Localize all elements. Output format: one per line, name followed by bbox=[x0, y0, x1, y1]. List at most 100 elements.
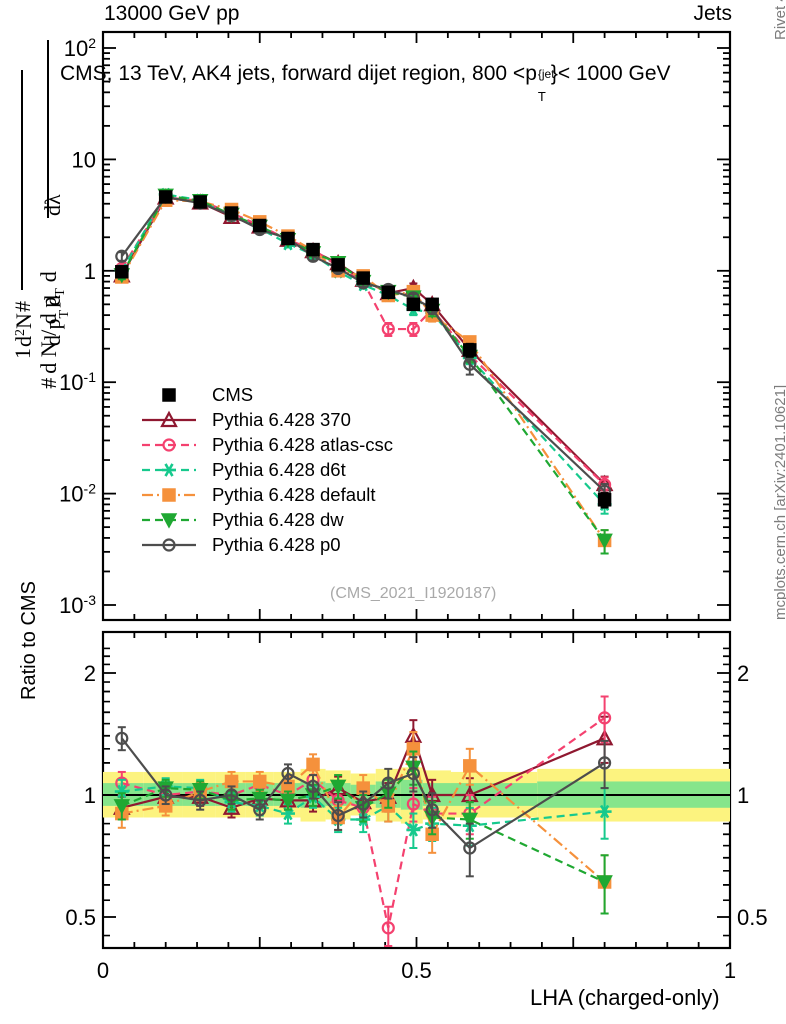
Pythia 6.428 p0-ratio-marker bbox=[381, 776, 395, 790]
Pythia 6.428 atlas-csc-marker bbox=[381, 322, 395, 336]
ylabel-den: 1# bbox=[10, 301, 35, 359]
main-ytick-label: 1 bbox=[84, 259, 96, 284]
Pythia 6.428 p0-ratio-marker bbox=[253, 803, 267, 817]
CMS-marker bbox=[406, 297, 421, 312]
ratio-series-group bbox=[112, 695, 614, 947]
Pythia 6.428 p0-ratio-marker bbox=[224, 788, 239, 802]
legend-marker-default bbox=[162, 487, 176, 502]
ylabel-lambda: dλ bbox=[40, 194, 65, 216]
legend-item-dw[interactable]: Pythia 6.428 dw bbox=[140, 507, 393, 532]
main-plot-title: CMS, 13 TeV, AK4 jets, forward dijet reg… bbox=[60, 62, 671, 104]
legend-item-p370[interactable]: Pythia 6.428 370 bbox=[140, 407, 393, 432]
legend-item-cms[interactable]: CMS bbox=[140, 382, 393, 407]
Pythia 6.428 dw-ratio-line bbox=[121, 765, 606, 883]
Pythia 6.428 p0-ratio-marker bbox=[306, 779, 320, 794]
Pythia 6.428 dw-ratio-marker bbox=[329, 779, 347, 795]
CMS-marker bbox=[253, 218, 267, 233]
Pythia 6.428 dw-ratio-marker bbox=[596, 875, 613, 891]
Pythia 6.428 d6t-ratio-marker bbox=[406, 823, 421, 837]
CMS-marker bbox=[425, 297, 439, 312]
legend-item-atlascsc[interactable]: Pythia 6.428 atlas-csc bbox=[140, 432, 393, 457]
ratio-ytick-label: 0.5 bbox=[65, 905, 96, 930]
main-ytick-label: 10 bbox=[72, 147, 96, 172]
legend: CMS Pythia 6.428 370 Pythia 6.428 atlas-cs… bbox=[140, 382, 393, 557]
ylabel-num2: d2N bbox=[11, 313, 36, 347]
CMS-marker bbox=[224, 206, 239, 220]
Pythia 6.428 p0-ratio-marker bbox=[193, 793, 207, 807]
Pythia 6.428 p0-ratio-marker bbox=[115, 731, 129, 745]
Pythia 6.428 p0-ratio-marker bbox=[463, 841, 477, 855]
legend-item-default[interactable]: Pythia 6.428 default bbox=[140, 482, 393, 507]
legend-marker-d6t bbox=[162, 462, 176, 477]
legend-label-p370: Pythia 6.428 370 bbox=[212, 408, 351, 430]
legend-marker-p0 bbox=[162, 537, 176, 552]
legend-marker-cms bbox=[162, 387, 176, 402]
legend-label-atlascsc: Pythia 6.428 atlas-csc bbox=[212, 433, 393, 455]
legend-key-p370 bbox=[142, 410, 196, 427]
CMS-marker bbox=[381, 285, 396, 300]
legend-key-d6t bbox=[142, 462, 196, 477]
xtick-label: 1 bbox=[724, 958, 736, 983]
Pythia 6.428 p0-ratio-marker bbox=[356, 797, 370, 811]
ylabel-dpt: d pTd. bbox=[40, 295, 72, 346]
ratio-ytick-label: 1 bbox=[84, 783, 96, 808]
xaxis-label: LHA (charged-only) bbox=[530, 985, 720, 1010]
CMS-marker bbox=[463, 343, 477, 357]
Pythia 6.428 p0-ratio-marker bbox=[159, 788, 173, 802]
dataset-watermark: (CMS_2021_I1920187) bbox=[330, 585, 497, 602]
main-series-group bbox=[112, 187, 614, 555]
Pythia 6.428 p0-ratio-marker bbox=[406, 766, 420, 781]
header-left: 13000 GeV pp bbox=[104, 2, 240, 25]
Pythia 6.428 default-ratio-marker bbox=[306, 757, 320, 772]
xtick-label: 0.5 bbox=[401, 958, 432, 983]
Pythia 6.428 dw-marker bbox=[596, 533, 613, 549]
CMS-marker bbox=[331, 258, 345, 272]
legend-label-p0: Pythia 6.428 p0 bbox=[212, 533, 341, 555]
title-text: CMS, 13 TeV, AK4 jets, forward dijet reg… bbox=[60, 62, 537, 85]
Pythia 6.428 dw-ratio-marker bbox=[251, 791, 269, 808]
Pythia 6.428 p0-marker bbox=[463, 357, 477, 371]
ratio-ytick-label-right: 1 bbox=[737, 783, 749, 808]
CMS-marker bbox=[158, 190, 173, 204]
ratio-ytick-label-right: 2 bbox=[737, 661, 749, 686]
main-ylabel-extra-svg: d pTd. dλ bbox=[40, 194, 72, 346]
main-ylabel-denom-extra: d pTd. dλ bbox=[14, 120, 72, 346]
main-ytick-label: 102 bbox=[64, 35, 96, 61]
Pythia 6.428 atlas-csc-ratio-marker bbox=[597, 711, 612, 725]
main-ylabel-svg: #d N / d pTd 1# d2N bbox=[10, 40, 66, 389]
Pythia 6.428 default-ratio-marker bbox=[463, 759, 477, 773]
legend-key-default bbox=[142, 487, 196, 502]
main-ylabel: #d N / d pTd 1# d2N bbox=[0, 0, 66, 640]
ratio-ytick-label: 2 bbox=[84, 661, 96, 686]
CMS-marker bbox=[193, 195, 207, 209]
legend-item-d6t[interactable]: Pythia 6.428 d6t bbox=[140, 457, 393, 482]
legend-key-atlascsc bbox=[142, 437, 196, 452]
CMS-marker bbox=[356, 271, 370, 285]
CMS-marker bbox=[597, 493, 612, 507]
CMS-marker bbox=[306, 242, 320, 257]
Pythia 6.428 atlas-csc-ratio-marker bbox=[381, 921, 395, 935]
legend-key-p0 bbox=[142, 537, 196, 552]
Pythia 6.428 p0-ratio-marker bbox=[425, 803, 439, 817]
xtick-label: 0 bbox=[97, 958, 109, 983]
legend-label-d6t: Pythia 6.428 d6t bbox=[212, 458, 346, 480]
legend-marker-atlascsc bbox=[162, 437, 176, 452]
Pythia 6.428 dw-ratio-marker bbox=[279, 793, 297, 809]
title-subscript: T bbox=[537, 89, 546, 104]
legend-label-dw: Pythia 6.428 dw bbox=[212, 508, 344, 530]
legend-marker-p370 bbox=[160, 410, 178, 427]
legend-key-cms bbox=[162, 387, 176, 402]
header-right: Jets bbox=[693, 2, 732, 25]
Pythia 6.428 dw-ratio-marker bbox=[113, 799, 131, 815]
title-superscript: {jet bbox=[537, 67, 555, 81]
legend-label-cms: CMS bbox=[212, 383, 254, 405]
main-ytick-label: 10-3 bbox=[59, 592, 96, 618]
Pythia 6.428 default-ratio-marker bbox=[253, 774, 267, 789]
Pythia 6.428 d6t-ratio-marker bbox=[597, 804, 612, 819]
Pythia 6.428 p0-ratio-marker bbox=[281, 766, 295, 781]
CMS-marker bbox=[115, 265, 129, 279]
legend-item-p0[interactable]: Pythia 6.428 p0 bbox=[140, 532, 393, 557]
legend-marker-dw bbox=[160, 512, 178, 529]
